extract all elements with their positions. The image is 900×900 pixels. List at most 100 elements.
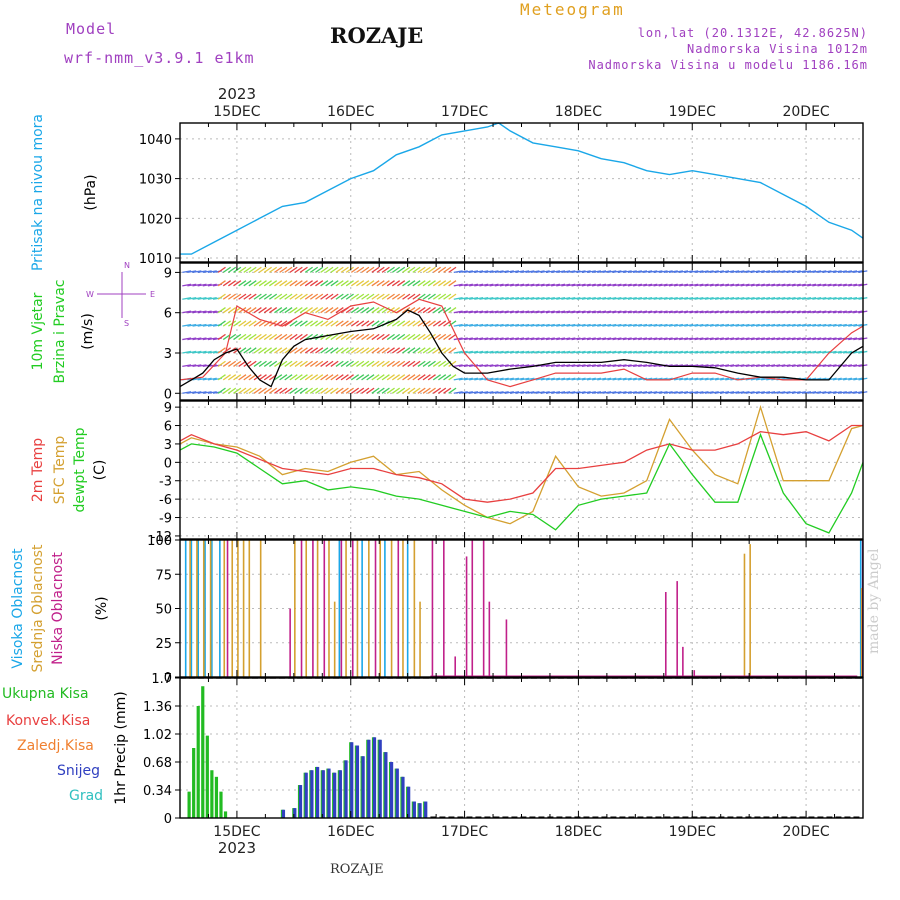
wind-barb [366, 307, 375, 314]
wind-barb [499, 270, 509, 274]
wind-barb [571, 364, 581, 368]
wind-barb [632, 350, 643, 354]
wind-barb [720, 337, 730, 341]
wind-barb [463, 391, 473, 394]
wind-barb [771, 364, 781, 368]
y-tick-label: 0.34 [143, 784, 172, 799]
wind-barb [248, 320, 257, 327]
wind-barb [376, 266, 385, 273]
wind-barb [684, 350, 694, 354]
wind-barb [258, 374, 267, 381]
wind-barb [714, 337, 724, 341]
snow-bar [424, 801, 428, 818]
wind-barb [274, 387, 283, 394]
wind-barb [222, 347, 232, 354]
wind-barb [453, 364, 463, 368]
wind-barb [699, 350, 709, 354]
wind-barb [258, 333, 267, 341]
wind-barb [340, 280, 349, 287]
wind-barb [422, 387, 431, 394]
wind-barb [622, 337, 632, 341]
wind-barb [248, 347, 257, 354]
wind-barb [725, 270, 735, 274]
day-label-bottom: 20DEC [782, 824, 829, 840]
wind-barb [617, 310, 627, 314]
snow-bar [327, 768, 331, 818]
wind-barb [807, 364, 817, 368]
wind-barb [801, 323, 812, 327]
wind-barb [679, 350, 689, 354]
wind-barb [545, 337, 555, 341]
wind-barb [750, 337, 760, 341]
wind-barb [412, 266, 421, 273]
wind-barb [320, 374, 329, 381]
wind-barb [438, 360, 447, 367]
wind-barb [632, 283, 643, 287]
wind-barb [694, 297, 704, 300]
wind-barb [550, 283, 561, 287]
wind-barb [520, 310, 530, 314]
wind-barb [407, 374, 416, 381]
wind-barb [627, 364, 637, 368]
wind-barb [443, 347, 452, 354]
wind-barb [673, 337, 684, 341]
wind-barb [284, 280, 293, 287]
wind-barb [243, 307, 252, 314]
wind-barb [325, 360, 334, 367]
wind-barb [822, 310, 832, 314]
wind-barb [540, 391, 550, 394]
wind-barb [391, 293, 401, 300]
wind-barb [704, 283, 714, 287]
wind-barb [315, 293, 324, 300]
wind-barb [832, 350, 842, 354]
wind-barb [474, 337, 484, 341]
wind-barb [427, 307, 436, 314]
wind-barb [709, 283, 719, 287]
wind-barb [192, 297, 202, 300]
wind-barb [238, 387, 247, 394]
wind-barb [463, 310, 473, 314]
wind-barb [704, 297, 714, 300]
wind-barb [443, 280, 452, 287]
snow-bar [361, 756, 365, 818]
wind-barb [545, 297, 555, 300]
wind-barb [304, 293, 313, 300]
panel-ylabel: (C) [92, 460, 108, 481]
wind-barb [192, 283, 202, 287]
wind-barb [284, 307, 293, 314]
wind-barb [627, 377, 637, 381]
wind-barb [397, 347, 406, 354]
y-tick-label: 3 [164, 347, 172, 362]
wind-barb [233, 374, 242, 381]
wind-barb [207, 310, 217, 314]
wind-barb [325, 320, 334, 327]
wind-barb [525, 377, 535, 381]
pressure-line [180, 122, 864, 255]
wind-barb [832, 297, 842, 300]
wind-barb [837, 391, 847, 394]
wind-barb [417, 293, 426, 300]
wind-barb [771, 391, 781, 394]
wind-barb [304, 347, 313, 354]
wind-barb [801, 297, 812, 300]
panel-ylabel: SFC Temp [52, 436, 68, 505]
wind-barb [386, 266, 395, 273]
wind-barb [556, 391, 566, 394]
wind-barb [330, 387, 339, 394]
wind-barb [325, 293, 334, 300]
total-precip-bar [187, 791, 191, 818]
wind-barb [699, 364, 709, 368]
wind-barb [427, 280, 436, 287]
wind-barb [540, 377, 550, 381]
wind-barb [376, 347, 385, 354]
wind-barb [381, 387, 390, 394]
wind-barb [499, 350, 509, 354]
wind-barb [299, 307, 308, 314]
wind-barb [248, 307, 257, 314]
y-tick-label: -6 [159, 493, 172, 508]
wind-barb [648, 270, 658, 274]
wind-barb [556, 310, 566, 314]
wind-barb [535, 350, 545, 354]
day-label-bottom: 17DEC [441, 824, 488, 840]
wind-barb [263, 266, 272, 273]
